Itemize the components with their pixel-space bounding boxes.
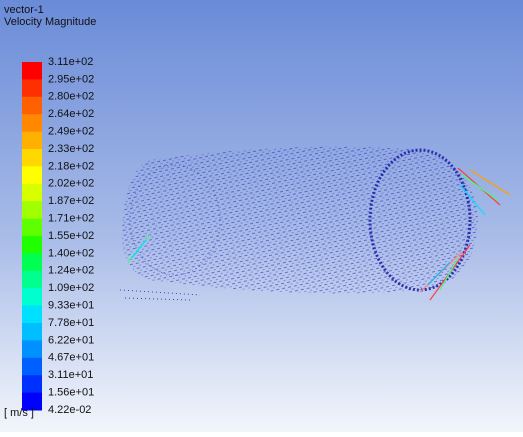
legend-label: 4.67e+01	[48, 352, 94, 364]
legend-label: 9.33e+01	[48, 300, 94, 312]
color-band	[22, 236, 42, 254]
color-band	[22, 114, 42, 132]
viewport: vector-1 Velocity Magnitude 3.11e+02 2.95…	[0, 0, 523, 432]
legend-unit: [ m/s ]	[4, 407, 34, 419]
color-band	[22, 375, 42, 393]
color-band	[22, 340, 42, 358]
color-band	[22, 166, 42, 184]
legend-label: 3.11e+01	[48, 369, 93, 381]
legend-label: 1.55e+02	[48, 230, 94, 242]
legend-label: 1.24e+02	[48, 265, 94, 277]
color-band	[22, 79, 42, 97]
legend-label: 1.40e+02	[48, 247, 94, 259]
plot-title: vector-1	[4, 4, 44, 16]
legend-label: 1.56e+01	[48, 387, 94, 399]
color-band	[22, 201, 42, 219]
plot-subtitle: Velocity Magnitude	[4, 16, 96, 28]
color-band	[22, 288, 42, 306]
legend-label: 2.18e+02	[48, 160, 94, 172]
color-band	[22, 271, 42, 289]
color-band	[22, 219, 42, 237]
color-band	[22, 306, 42, 324]
legend-label: 3.11e+02	[48, 56, 93, 68]
color-band	[22, 253, 42, 271]
legend-label: 1.71e+02	[48, 213, 94, 225]
color-band	[22, 184, 42, 202]
legend-label: 7.78e+01	[48, 317, 94, 329]
legend-label: 6.22e+01	[48, 334, 94, 346]
legend-label: 1.09e+02	[48, 282, 94, 294]
color-legend: 3.11e+02 2.95e+02 2.80e+02 2.64e+02 2.49e+02…	[22, 56, 94, 416]
color-band	[22, 132, 42, 150]
legend-label: 2.02e+02	[48, 178, 94, 190]
vector-field	[120, 147, 510, 300]
color-band	[22, 97, 42, 115]
legend-label: 2.33e+02	[48, 143, 94, 155]
legend-label: 2.95e+02	[48, 73, 94, 85]
legend-label: 2.64e+02	[48, 108, 94, 120]
legend-label: 4.22e-02	[48, 404, 91, 416]
color-band	[22, 149, 42, 167]
color-band	[22, 323, 42, 341]
color-band	[22, 62, 42, 80]
legend-label: 2.49e+02	[48, 126, 94, 138]
color-band	[22, 358, 42, 376]
legend-label: 1.87e+02	[48, 195, 94, 207]
legend-label: 2.80e+02	[48, 91, 94, 103]
